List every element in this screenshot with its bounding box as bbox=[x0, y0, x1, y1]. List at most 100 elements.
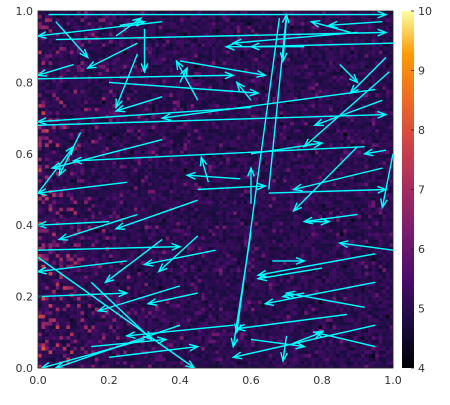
heatmap-cell bbox=[77, 335, 81, 340]
heatmap-cell bbox=[62, 271, 67, 276]
heatmap-cell bbox=[314, 221, 319, 226]
heatmap-cell bbox=[183, 243, 188, 247]
heatmap-cell bbox=[112, 285, 117, 290]
heatmap-cell bbox=[162, 300, 167, 305]
heatmap-cell bbox=[116, 203, 120, 208]
heatmap-cell bbox=[41, 260, 46, 265]
heatmap-cell bbox=[45, 325, 49, 330]
heatmap-cell bbox=[265, 196, 270, 201]
heatmap-cell bbox=[247, 210, 252, 215]
heatmap-cell bbox=[275, 253, 280, 258]
heatmap-cell bbox=[158, 307, 163, 312]
heatmap-cell bbox=[357, 296, 362, 301]
heatmap-cell bbox=[55, 353, 60, 358]
heatmap-cell bbox=[389, 214, 393, 219]
heatmap-cell bbox=[55, 307, 60, 312]
heatmap-cell bbox=[194, 189, 199, 194]
heatmap-cell bbox=[297, 218, 301, 222]
heatmap-cell bbox=[361, 318, 365, 322]
heatmap-cell bbox=[55, 285, 60, 290]
heatmap-cell bbox=[98, 285, 103, 290]
heatmap-cell bbox=[290, 278, 294, 283]
heatmap-cell bbox=[183, 303, 188, 308]
heatmap-cell bbox=[254, 278, 259, 283]
heatmap-cell bbox=[339, 250, 344, 255]
heatmap-cell bbox=[318, 275, 323, 280]
heatmap-cell bbox=[151, 243, 156, 247]
heatmap-cell bbox=[272, 196, 277, 201]
heatmap-cell bbox=[165, 193, 170, 197]
heatmap-cell bbox=[343, 314, 348, 319]
heatmap-cell bbox=[304, 282, 309, 287]
heatmap-cell bbox=[389, 275, 393, 280]
heatmap-cell bbox=[243, 225, 248, 230]
heatmap-cell bbox=[254, 325, 259, 330]
heatmap-cell bbox=[378, 310, 383, 315]
heatmap-cell bbox=[293, 310, 298, 315]
heatmap-cell bbox=[45, 253, 49, 258]
heatmap-cell bbox=[286, 221, 291, 226]
heatmap-cell bbox=[329, 250, 333, 255]
heatmap-cell bbox=[300, 296, 305, 301]
heatmap-cell bbox=[215, 239, 220, 244]
heatmap-cell bbox=[279, 335, 284, 340]
heatmap-cell bbox=[172, 239, 177, 244]
heatmap-cell bbox=[282, 214, 287, 219]
heatmap-cell bbox=[314, 339, 319, 344]
heatmap-cell bbox=[343, 193, 348, 197]
heatmap-cell bbox=[197, 221, 202, 226]
heatmap-cell bbox=[375, 360, 380, 365]
heatmap-cell bbox=[378, 278, 383, 283]
heatmap-cell bbox=[140, 253, 145, 258]
heatmap-cell bbox=[109, 353, 113, 358]
heatmap-cell bbox=[226, 214, 230, 219]
heatmap-cell bbox=[211, 203, 216, 208]
heatmap-cell bbox=[84, 339, 88, 344]
heatmap-cell bbox=[109, 228, 113, 233]
heatmap-cell bbox=[243, 303, 248, 308]
heatmap-cell bbox=[87, 318, 92, 322]
heatmap-cell bbox=[101, 282, 106, 287]
heatmap-cell bbox=[94, 278, 99, 283]
heatmap-cell bbox=[300, 207, 305, 212]
heatmap-cell bbox=[133, 275, 138, 280]
heatmap-cell bbox=[378, 250, 383, 255]
heatmap-cell bbox=[162, 314, 167, 319]
heatmap-cell bbox=[183, 225, 188, 230]
heatmap-cell bbox=[91, 203, 96, 208]
heatmap-cell bbox=[84, 196, 88, 201]
heatmap-cell bbox=[275, 225, 280, 230]
heatmap-cell bbox=[45, 321, 49, 326]
heatmap-cell bbox=[265, 357, 270, 362]
heatmap-cell bbox=[385, 207, 390, 212]
heatmap-cell bbox=[385, 235, 390, 240]
heatmap-cell bbox=[176, 314, 181, 319]
heatmap-cell bbox=[187, 353, 191, 358]
heatmap-cell bbox=[222, 318, 227, 322]
heatmap-cell bbox=[389, 289, 393, 294]
heatmap-cell bbox=[155, 325, 159, 330]
heatmap-cell bbox=[84, 335, 88, 340]
heatmap-cell bbox=[378, 303, 383, 308]
heatmap-cell bbox=[148, 239, 152, 244]
heatmap-cell bbox=[55, 253, 60, 258]
heatmap-cell bbox=[268, 232, 273, 237]
heatmap-cell bbox=[357, 235, 362, 240]
heatmap-cell bbox=[87, 282, 92, 287]
heatmap-cell bbox=[158, 189, 163, 194]
heatmap-cell bbox=[119, 193, 124, 197]
heatmap-cell bbox=[339, 282, 344, 287]
heatmap-cell bbox=[378, 328, 383, 333]
heatmap-cell bbox=[45, 350, 49, 355]
heatmap-cell bbox=[55, 250, 60, 255]
heatmap-cell bbox=[133, 343, 138, 347]
heatmap-cell bbox=[318, 264, 323, 269]
heatmap-cell bbox=[194, 353, 199, 358]
heatmap-cell bbox=[222, 214, 227, 219]
heatmap-cell bbox=[357, 228, 362, 233]
heatmap-cell bbox=[130, 318, 135, 322]
heatmap-cell bbox=[346, 360, 351, 365]
heatmap-cell bbox=[66, 332, 71, 337]
heatmap-cell bbox=[222, 343, 227, 347]
heatmap-cell bbox=[126, 271, 131, 276]
